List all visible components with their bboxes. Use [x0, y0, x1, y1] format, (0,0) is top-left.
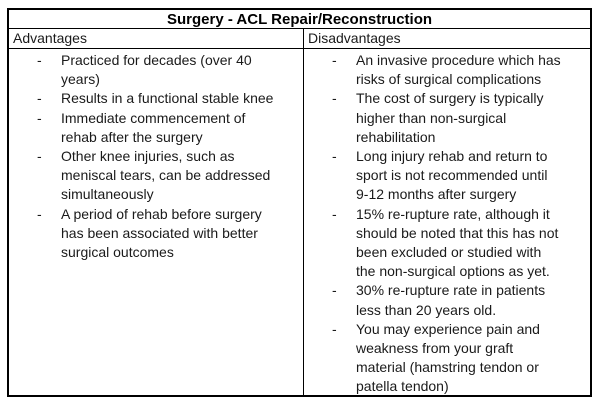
- list-item: The cost of surgery is typically higher …: [304, 89, 590, 147]
- list-item: Long injury rehab and return to sport is…: [304, 147, 590, 205]
- acl-surgery-table: Surgery - ACL Repair/Reconstruction Adva…: [7, 8, 592, 397]
- disadvantages-header: Disadvantages: [303, 29, 590, 48]
- list-item: You may experience pain and weakness fro…: [304, 320, 590, 397]
- list-item: Other knee injuries, such as meniscal te…: [9, 147, 303, 205]
- list-item: An invasive procedure which has risks of…: [304, 51, 590, 89]
- advantages-header: Advantages: [13, 30, 87, 46]
- list-item: 15% re-rupture rate, although it should …: [304, 205, 590, 282]
- list-item: Results in a functional stable knee: [9, 89, 303, 108]
- disadvantages-cell: An invasive procedure which has risks of…: [303, 49, 590, 397]
- list-item: Practiced for decades (over 40 years): [9, 51, 303, 89]
- table-body-row: Practiced for decades (over 40 years) Re…: [9, 49, 590, 397]
- table-title: Surgery - ACL Repair/Reconstruction: [9, 10, 590, 29]
- list-item: Immediate commencement of rehab after th…: [9, 109, 303, 147]
- list-item: 30% re-rupture rate in patients less tha…: [304, 281, 590, 319]
- advantages-cell: Practiced for decades (over 40 years) Re…: [9, 49, 303, 397]
- advantages-list: Practiced for decades (over 40 years) Re…: [9, 51, 303, 262]
- table-header-row: Advantages Disadvantages: [9, 29, 590, 49]
- list-item: A period of rehab before surgery has bee…: [9, 205, 303, 263]
- disadvantages-list: An invasive procedure which has risks of…: [304, 51, 590, 397]
